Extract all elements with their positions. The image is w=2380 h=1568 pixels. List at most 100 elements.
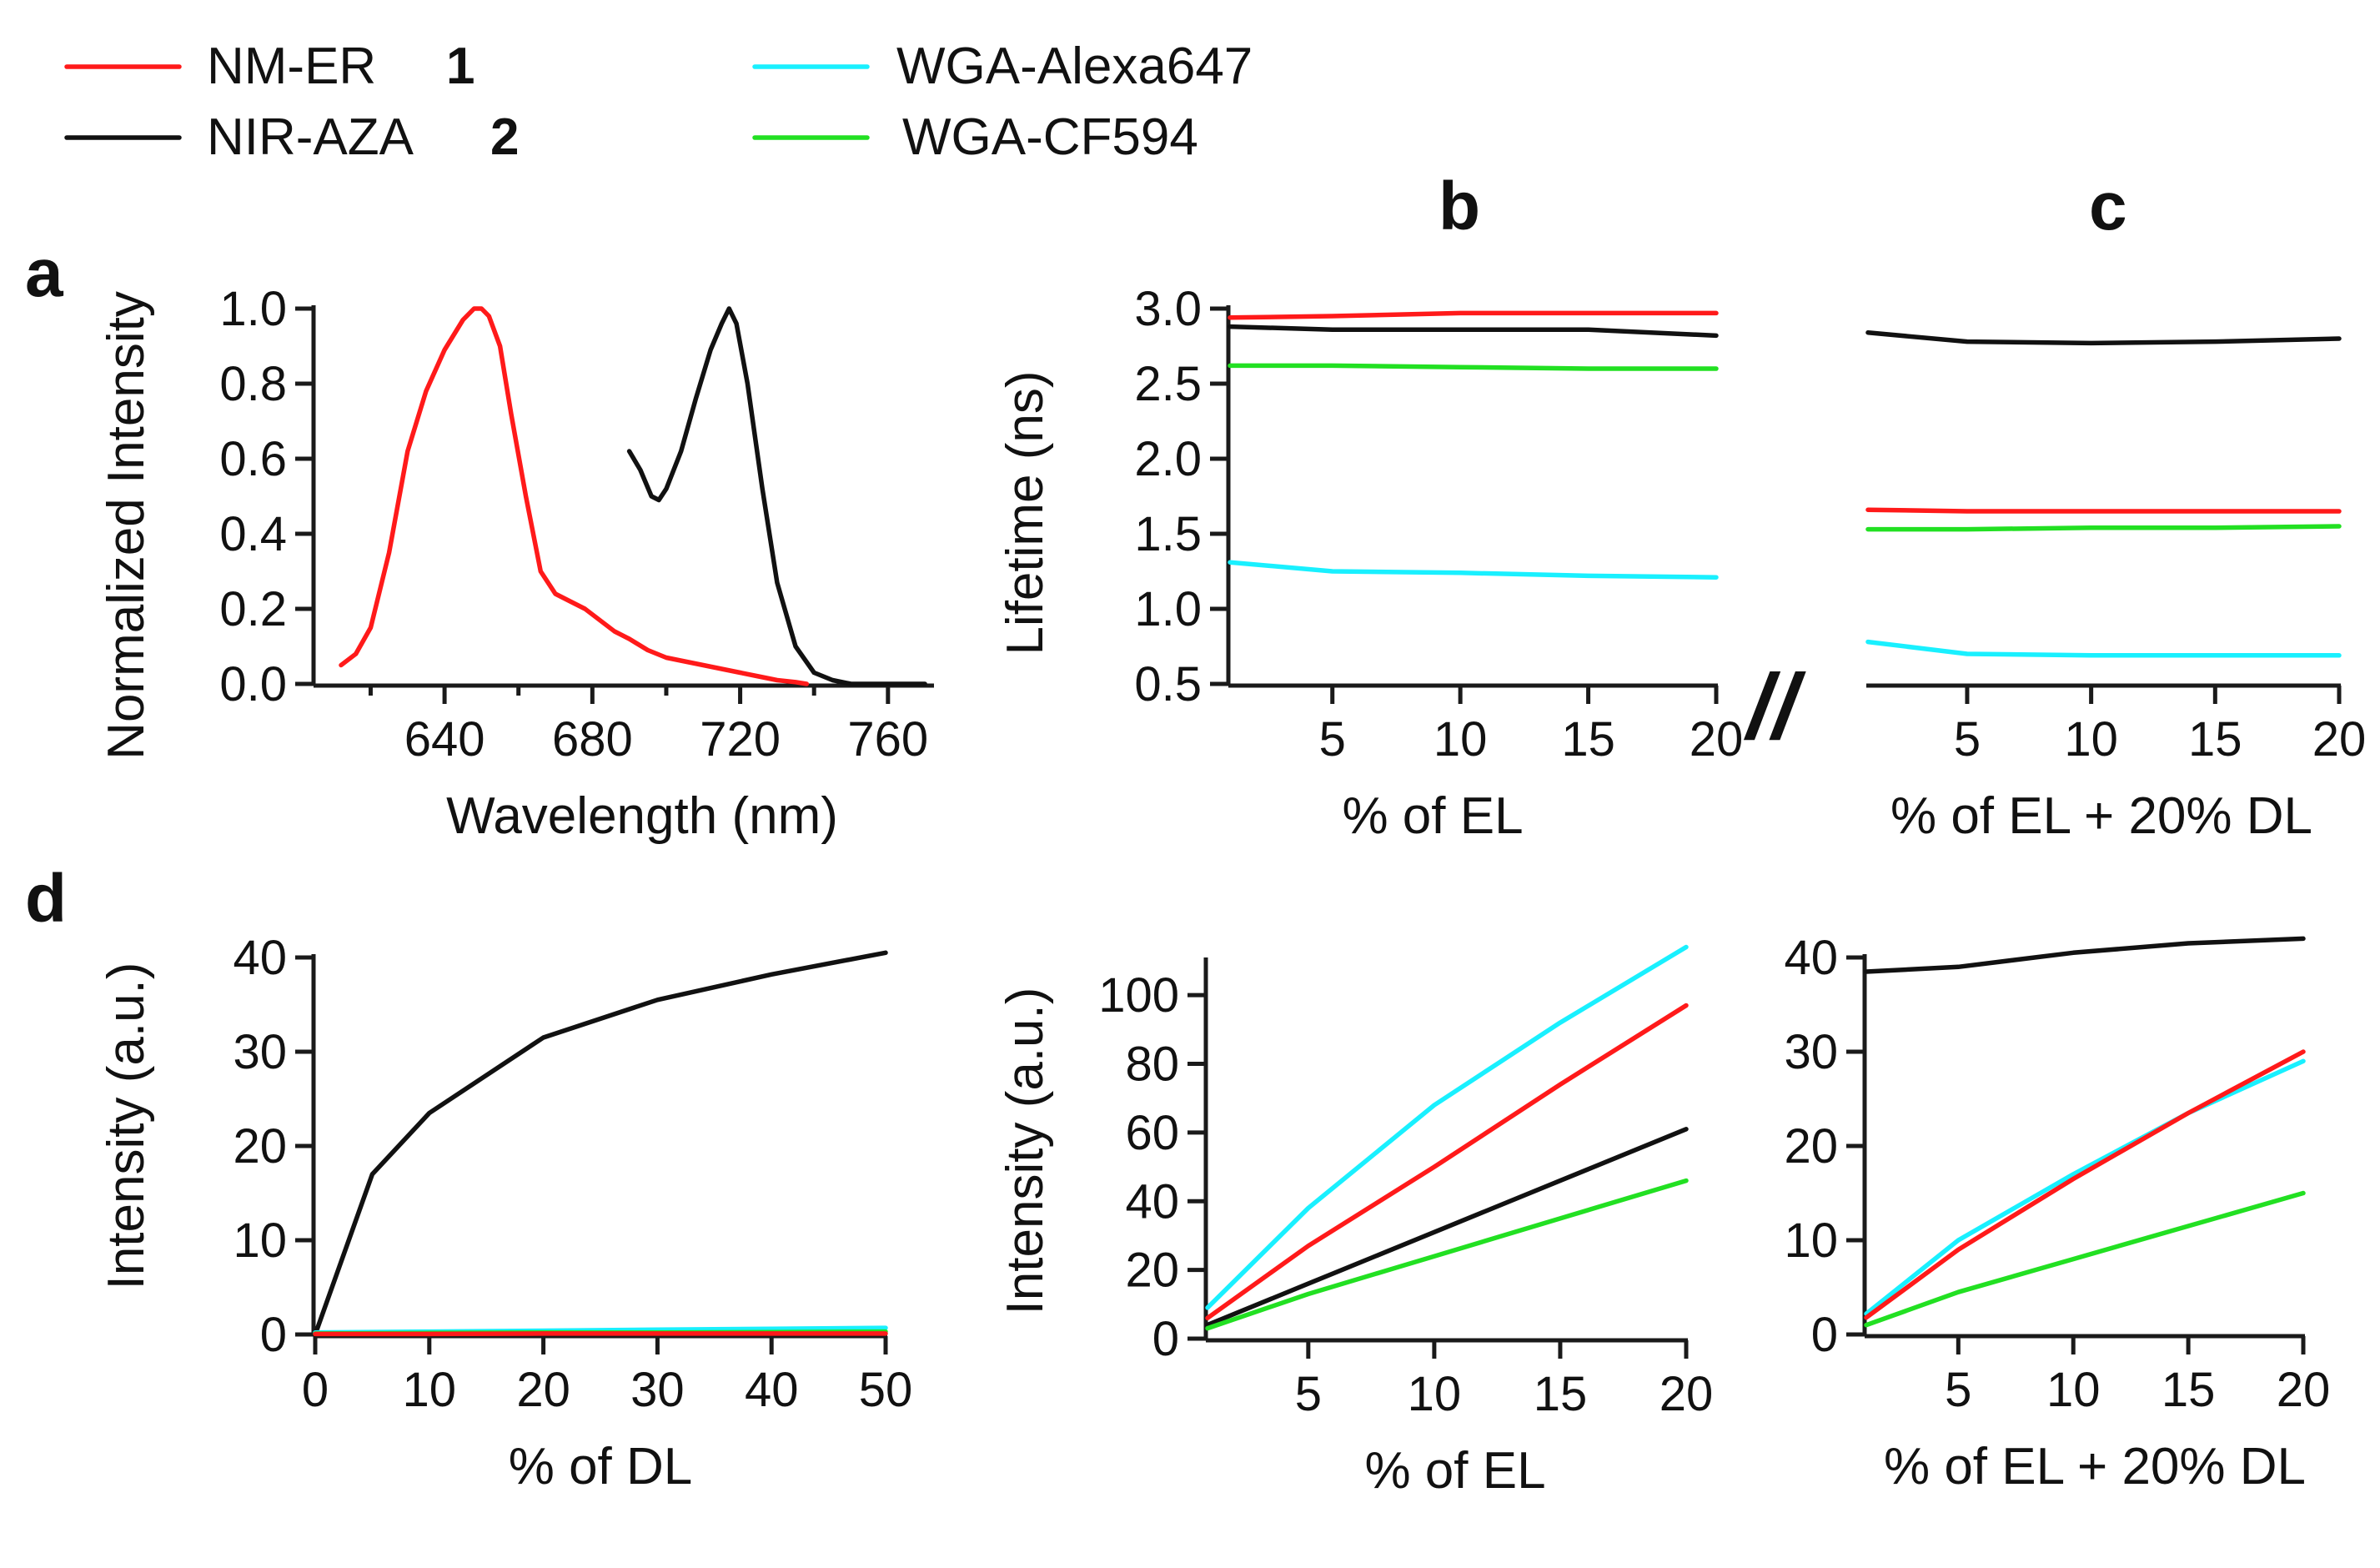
series-line-nm-er-1 [1865, 507, 2342, 514]
x-axis-label: Wavelength (nm) [446, 787, 838, 845]
x-axis-label: % of EL [1342, 787, 1523, 845]
x-axis-label: % of EL [1364, 1442, 1545, 1500]
series-line-nir-aza-2 [1864, 936, 2306, 974]
legend-label-nir-aza: NIR-AZA [207, 108, 414, 166]
y-tick-label: 2.0 [1134, 432, 1202, 486]
legend: NM-ER 1 NIR-AZA 2 WGA-Alexa647 WGA-CF594 [64, 38, 1253, 166]
x-tick-label: 5 [1954, 712, 1981, 766]
y-tick-label: 20 [233, 1119, 287, 1173]
x-tick-label: 15 [2188, 712, 2242, 766]
y-axis-label: Lifetime (ns) [997, 370, 1054, 655]
x-tick-label: 5 [1295, 1367, 1322, 1421]
y-tick-label: 0.8 [219, 357, 287, 411]
chart-d-intensity-el-dl: 5 10 15 20 0 10 20 30 40 % of EL + 20% DL [1784, 931, 2330, 1495]
x-tick-label: 30 [630, 1363, 685, 1417]
x-tick-label: 20 [2312, 712, 2367, 766]
series-line-nir-aza-2 [1205, 1127, 1689, 1328]
y-tick-label: 20 [1125, 1244, 1179, 1298]
series-line-nir-aza-2 [1865, 330, 2342, 346]
y-tick-label: 0.0 [219, 657, 287, 711]
y-tick-label: 40 [233, 931, 287, 985]
x-axis-label: % of DL [509, 1438, 693, 1495]
y-tick-label: 10 [1784, 1214, 1838, 1268]
x-tick-label: 720 [700, 712, 781, 766]
series-line-nm-er-1 [1864, 1049, 2306, 1320]
series-line-nm-er-1 [339, 306, 810, 686]
series-line-wga-alexa647 [1864, 1058, 2306, 1316]
x-tick-label: 10 [1408, 1367, 1462, 1421]
series-line-wga-alexa647 [1228, 560, 1719, 580]
y-tick-label: 0 [260, 1308, 287, 1362]
chart-c-lifetime-el-dl: 5 10 15 20% of EL + 20% DL [1865, 330, 2367, 845]
legend-label-wga-alexa647: WGA-Alexa647 [896, 38, 1253, 95]
x-tick-label: 15 [2162, 1363, 2216, 1417]
x-tick-label: 15 [1561, 712, 1615, 766]
x-tick-label: 0 [302, 1363, 329, 1417]
x-tick-label: 680 [552, 712, 633, 766]
y-tick-label: 60 [1125, 1106, 1179, 1160]
y-axis-label: Normalized Intensity [98, 291, 155, 760]
y-tick-label: 1.0 [219, 282, 287, 336]
y-tick-label: 1.5 [1134, 507, 1202, 561]
y-tick-label: 0 [1152, 1312, 1179, 1366]
x-tick-label: 10 [2064, 712, 2118, 766]
x-tick-label: 5 [1945, 1363, 1971, 1417]
y-tick-label: 3.0 [1134, 282, 1202, 336]
y-tick-label: 0 [1811, 1308, 1838, 1362]
y-tick-label: 40 [1784, 931, 1838, 985]
legend-label-nm-er: NM-ER [207, 38, 376, 95]
y-tick-label: 100 [1098, 968, 1179, 1023]
panel-label-b: b [1439, 168, 1480, 244]
axis-break-mark: // [1743, 656, 1807, 758]
y-tick-label: 30 [233, 1025, 287, 1079]
x-tick-label: 20 [2277, 1363, 2331, 1417]
chart-b-lifetime-el: 5 10 15 20 0.5 1.0 1.5 2.0 2.5 3.0 % of EL Lifetime… [997, 282, 1743, 845]
legend-label-wga-cf594: WGA-CF594 [902, 108, 1198, 166]
chart-a-emission-spectra: 640 680 720 760 0.0 0.2 0.4 0.6 0.8 1.0 Wavelength… [98, 282, 934, 845]
y-tick-label: 30 [1784, 1025, 1838, 1079]
x-tick-label: 20 [1690, 712, 1744, 766]
series-line-nm-er-1 [1228, 310, 1719, 320]
y-tick-label: 0.6 [219, 432, 287, 486]
series-line-wga-cf594 [1228, 363, 1719, 371]
panel-label-d: d [25, 861, 67, 937]
y-tick-label: 40 [1125, 1174, 1179, 1229]
x-axis-label: % of EL + 20% DL [1890, 787, 2312, 845]
chart-d-intensity-el: 5 10 15 20 0 20 40 60 80 100 % of EL Intensity (a.u… [997, 944, 1714, 1500]
x-tick-label: 10 [403, 1363, 457, 1417]
y-tick-label: 0.2 [219, 582, 287, 636]
chart-d-intensity-dl: 0 10 20 30 40 50 0 10 20 30 40 % of DL Intensity (a.… [98, 931, 912, 1495]
panel-label-c: c [2089, 168, 2127, 244]
legend-num-nir-aza: 2 [490, 108, 519, 166]
legend-num-nm-er: 1 [446, 38, 474, 95]
y-tick-label: 80 [1125, 1038, 1179, 1092]
y-axis-label: Intensity (a.u.) [98, 962, 155, 1290]
series-line-nir-aza-2 [313, 950, 888, 1337]
x-tick-label: 760 [847, 712, 928, 766]
x-axis-label: % of EL + 20% DL [1884, 1438, 2306, 1495]
series-line-nm-er-1 [1205, 1003, 1689, 1321]
panel-label-a: a [25, 235, 64, 311]
y-tick-label: 0.5 [1134, 657, 1202, 711]
y-axis-label: Intensity (a.u.) [997, 988, 1054, 1315]
x-tick-label: 15 [1534, 1367, 1588, 1421]
y-tick-label: 0.4 [219, 507, 287, 561]
series-line-wga-cf594 [1864, 1190, 2306, 1328]
series-line-wga-cf594 [1865, 524, 2342, 532]
series-line-wga-alexa647 [1865, 639, 2342, 658]
series-line-nir-aza-2 [626, 306, 927, 686]
series-line-nir-aza-2 [1228, 324, 1719, 339]
y-tick-label: 10 [233, 1214, 287, 1268]
x-tick-label: 20 [516, 1363, 570, 1417]
y-tick-label: 2.5 [1134, 357, 1202, 411]
series-line-wga-cf594 [1205, 1178, 1689, 1331]
x-tick-label: 50 [859, 1363, 913, 1417]
x-tick-label: 640 [404, 712, 485, 766]
x-tick-label: 40 [745, 1363, 799, 1417]
x-tick-label: 20 [1659, 1367, 1714, 1421]
series-line-wga-alexa647 [1205, 944, 1689, 1310]
x-tick-label: 10 [2046, 1363, 2101, 1417]
x-tick-label: 10 [1434, 712, 1488, 766]
y-tick-label: 1.0 [1134, 582, 1202, 636]
